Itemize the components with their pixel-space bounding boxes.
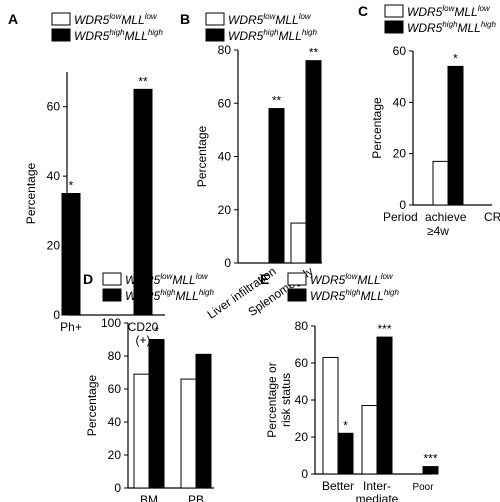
legend-swatch-0 bbox=[384, 4, 404, 18]
bar bbox=[305, 60, 322, 264]
y-tick-label: 100 bbox=[101, 316, 121, 330]
legend-label-1: WDR5highMLLhigh bbox=[310, 288, 399, 303]
y-tick-label: 0 bbox=[301, 467, 308, 481]
y-tick-label: 60 bbox=[295, 356, 309, 370]
y-tick-label: 20 bbox=[393, 147, 407, 161]
x-tick-label: CD20 bbox=[128, 320, 159, 334]
y-tick-label: 0 bbox=[114, 481, 121, 495]
panel-label: D bbox=[83, 271, 93, 287]
significance-mark: *** bbox=[423, 452, 437, 466]
bar bbox=[61, 193, 81, 316]
bar bbox=[422, 466, 439, 475]
y-tick-label: 0 bbox=[399, 198, 406, 212]
legend-label-1: WDR5highMLLhigh bbox=[125, 288, 214, 303]
legend-swatch-0 bbox=[102, 272, 122, 286]
x-tick-label: Inter- bbox=[363, 479, 391, 493]
y-tick-label: 20 bbox=[108, 448, 122, 462]
significance-mark: * bbox=[154, 325, 159, 339]
x-tick-label: Better bbox=[322, 479, 354, 493]
legend-swatch-1 bbox=[205, 28, 225, 42]
legend-swatch-0 bbox=[51, 12, 71, 26]
bar bbox=[290, 222, 307, 264]
y-axis-label: Percentage bbox=[85, 374, 99, 436]
x-tick-label: achieve bbox=[425, 210, 467, 224]
y-tick-label: 80 bbox=[218, 43, 232, 57]
legend-label-1: WDR5highMLLhigh bbox=[407, 20, 496, 35]
legend-label-0: WDR5lowMLLlow bbox=[125, 272, 209, 287]
bar bbox=[180, 378, 197, 489]
y-axis-label: Percentage orrisk status bbox=[265, 362, 293, 437]
significance-mark: *** bbox=[377, 322, 391, 336]
x-tick-label: Ph+ bbox=[60, 320, 82, 334]
significance-mark: ** bbox=[272, 94, 282, 108]
bar bbox=[361, 405, 378, 475]
bar bbox=[133, 373, 150, 489]
bar bbox=[432, 160, 449, 206]
y-tick-label: 40 bbox=[218, 150, 232, 164]
legend-label-0: WDR5lowMLLlow bbox=[407, 4, 491, 19]
bar bbox=[148, 339, 165, 489]
y-tick-label: 20 bbox=[218, 203, 232, 217]
significance-mark: * bbox=[453, 51, 458, 65]
y-tick-label: 20 bbox=[47, 239, 61, 253]
significance-mark: * bbox=[343, 418, 348, 432]
bar bbox=[133, 88, 153, 316]
x-tick-label: ≥4w bbox=[427, 224, 449, 238]
x-tick-label: Poor bbox=[412, 482, 434, 493]
y-tick-label: 60 bbox=[47, 100, 61, 114]
y-tick-label: 40 bbox=[108, 415, 122, 429]
y-tick-label: 0 bbox=[224, 256, 231, 270]
y-tick-label: 20 bbox=[295, 430, 309, 444]
bar bbox=[195, 353, 212, 489]
bar bbox=[322, 356, 339, 475]
x-tick-label: Period bbox=[383, 210, 418, 224]
y-axis-label: Percentage bbox=[24, 162, 38, 224]
legend-swatch-1 bbox=[287, 288, 307, 302]
y-axis-label: Percentage bbox=[195, 125, 209, 187]
y-tick-label: 40 bbox=[393, 95, 407, 109]
legend-label-1: WDR5highMLLhigh bbox=[74, 28, 163, 43]
panel-label: A bbox=[8, 11, 18, 27]
legend-swatch-1 bbox=[51, 28, 71, 42]
x-tick-label: mediate bbox=[356, 492, 399, 502]
y-tick-label: 60 bbox=[108, 382, 122, 396]
panel-label: C bbox=[358, 3, 368, 19]
legend-label-0: WDR5lowMLLlow bbox=[228, 12, 312, 27]
x-tick-label: (+) bbox=[136, 333, 151, 347]
significance-mark: * bbox=[69, 179, 74, 193]
panel-label: E bbox=[260, 271, 269, 287]
significance-mark: ** bbox=[309, 46, 319, 60]
legend-label-0: WDR5lowMLLlow bbox=[310, 272, 394, 287]
bar bbox=[268, 108, 285, 264]
bar bbox=[376, 336, 393, 475]
y-tick-label: 0 bbox=[53, 308, 60, 322]
legend-swatch-0 bbox=[205, 12, 225, 26]
legend-label-0: WDR5lowMLLlow bbox=[74, 12, 158, 27]
y-tick-label: 80 bbox=[295, 319, 309, 333]
significance-mark: ** bbox=[138, 74, 148, 88]
legend-swatch-1 bbox=[384, 20, 404, 34]
bar bbox=[447, 65, 464, 206]
y-tick-label: 40 bbox=[295, 393, 309, 407]
y-tick-label: 80 bbox=[108, 349, 122, 363]
legend-swatch-0 bbox=[287, 272, 307, 286]
panel-label: B bbox=[180, 11, 190, 27]
bar bbox=[337, 432, 354, 475]
y-axis-label: Percentage bbox=[370, 97, 384, 159]
legend-swatch-1 bbox=[102, 288, 122, 302]
y-tick-label: 60 bbox=[218, 96, 232, 110]
legend-label-1: WDR5highMLLhigh bbox=[228, 28, 317, 43]
x-tick-label: BM bbox=[140, 493, 158, 502]
x-tick-label: PB bbox=[188, 493, 204, 502]
x-tick-label: CR bbox=[484, 210, 500, 224]
y-tick-label: 60 bbox=[393, 44, 407, 58]
y-tick-label: 40 bbox=[47, 169, 61, 183]
